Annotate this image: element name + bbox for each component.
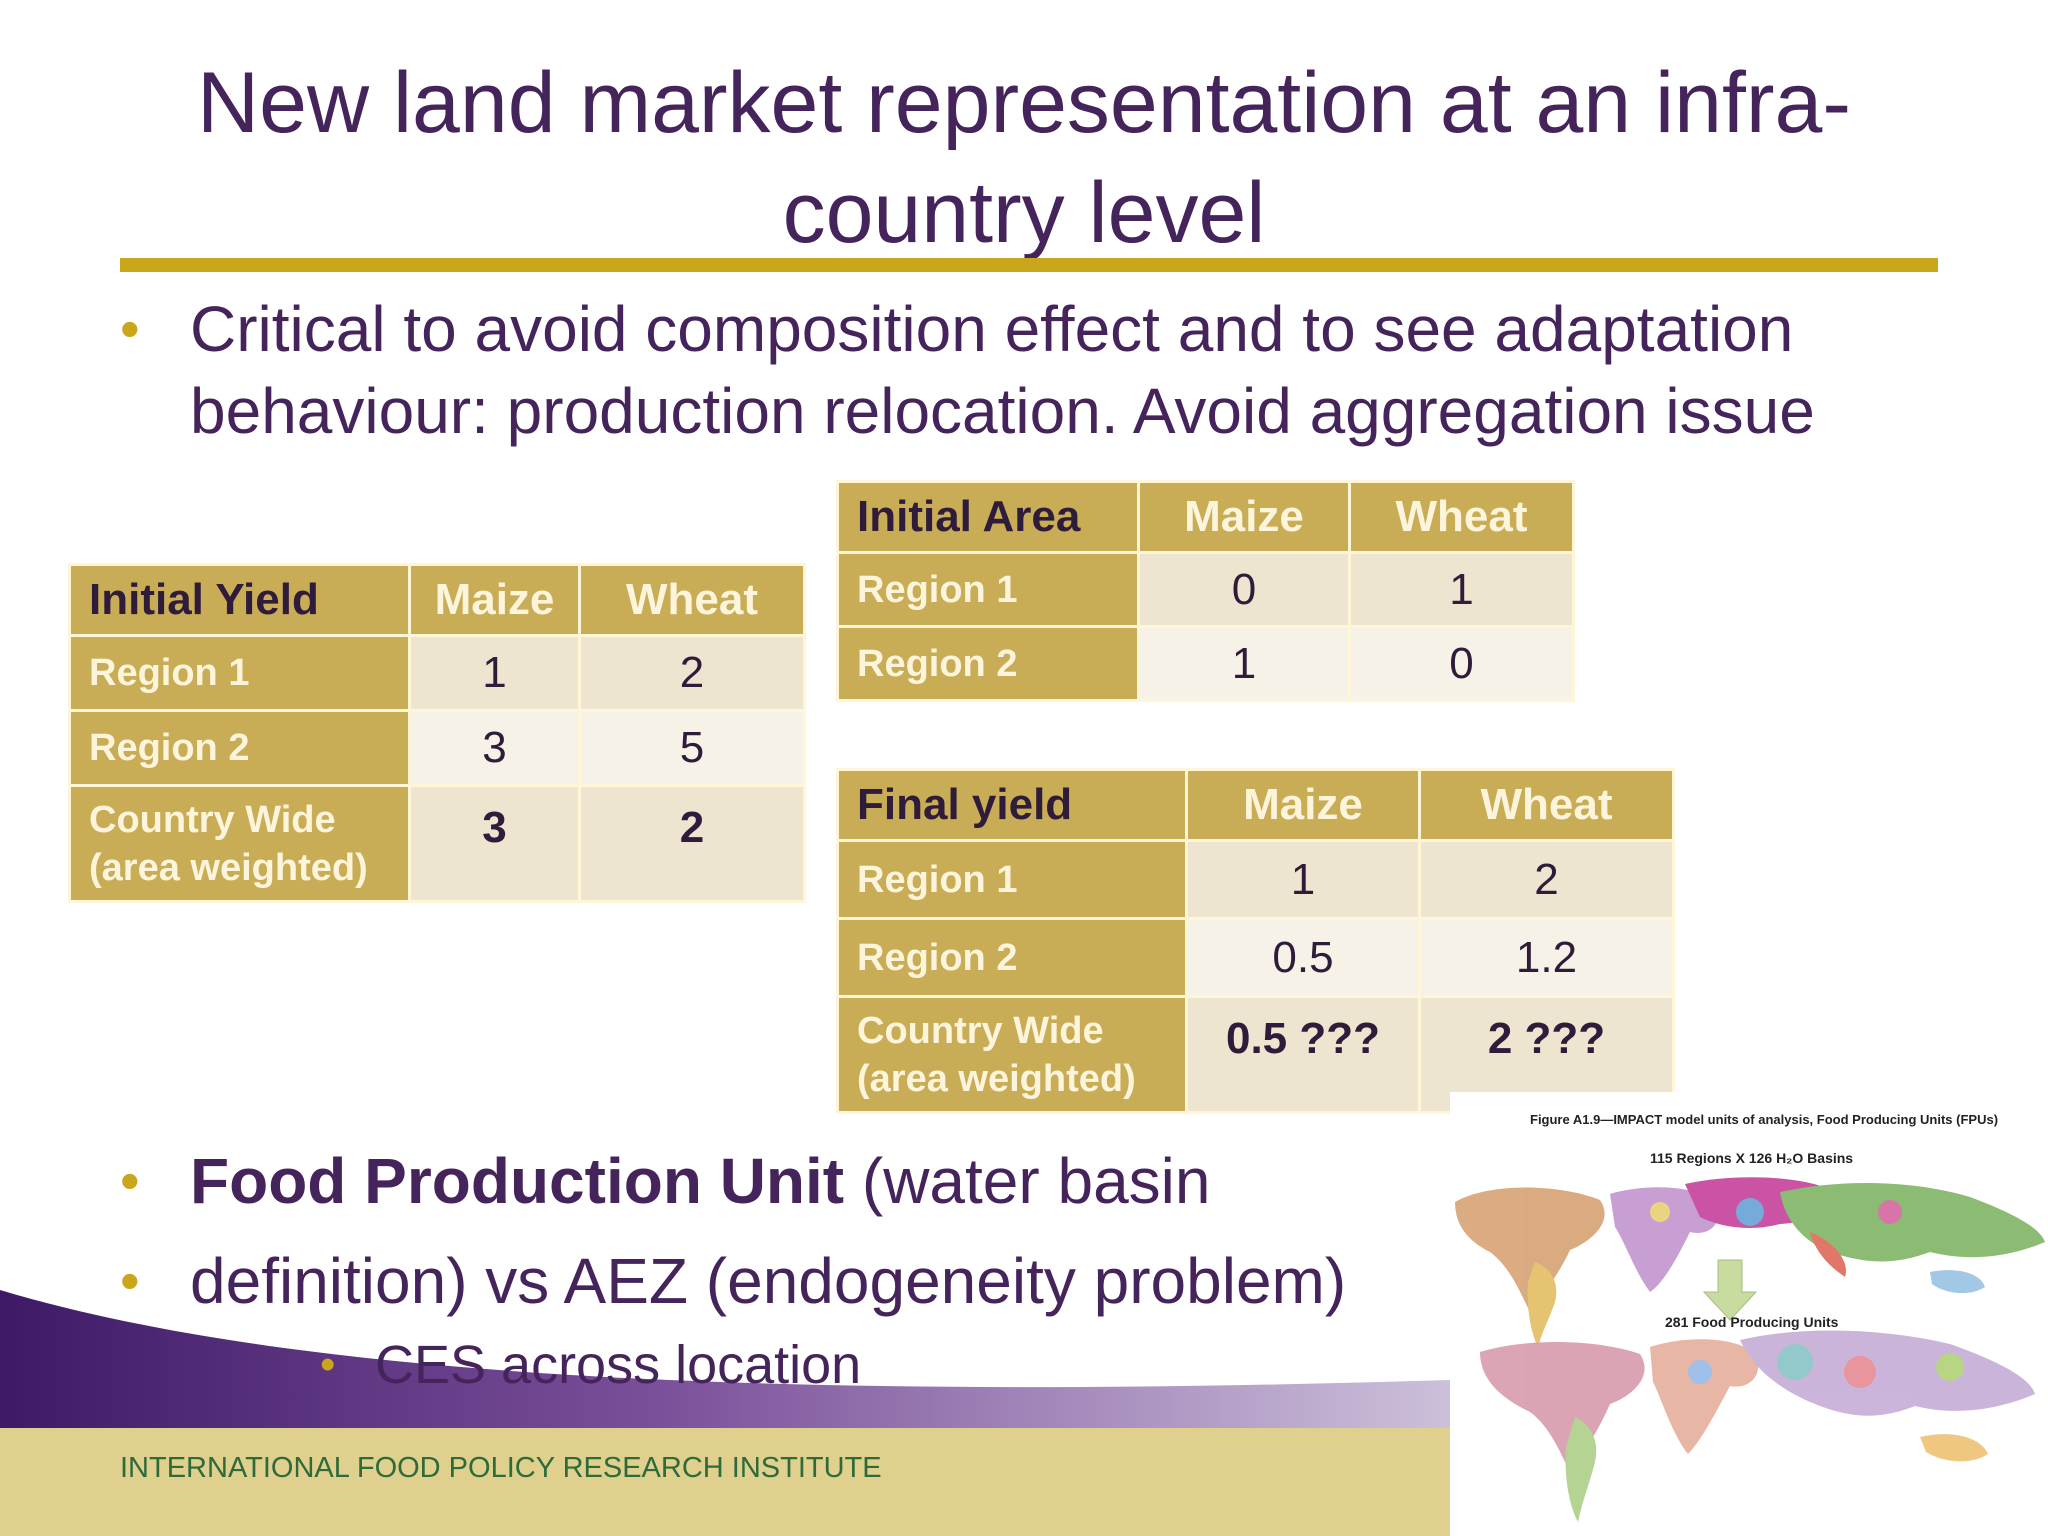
bullet-dot-icon: • xyxy=(120,1149,140,1212)
table-header: Initial Yield xyxy=(68,563,411,637)
figure-bottom-label: 281 Food Producing Units xyxy=(1665,1314,1839,1330)
fpu-bold-text: Food Production Unit xyxy=(190,1145,845,1217)
table-header: Wheat xyxy=(578,563,806,637)
bullet-text: definition) vs AEZ (endogeneity problem) xyxy=(190,1245,1347,1317)
table-header: Maize xyxy=(408,563,581,637)
initial-yield-table: Initial Yield Maize Wheat Region 1 1 2 R… xyxy=(68,563,806,903)
figure-top-label: 115 Regions X 126 H₂O Basins xyxy=(1650,1150,1854,1166)
row-label: Region 1 xyxy=(68,634,411,712)
figure-caption: Figure A1.9—IMPACT model units of analys… xyxy=(1530,1112,1999,1127)
bullet-dot-icon: • xyxy=(120,1249,140,1312)
row-label: Country Wide (area weighted) xyxy=(836,995,1188,1114)
bullet-dot-icon: • xyxy=(320,1340,336,1389)
bullet-aez: • definition) vs AEZ (endogeneity proble… xyxy=(120,1240,1346,1322)
final-yield-table: Final yield Maize Wheat Region 1 1 2 Reg… xyxy=(836,768,1675,1114)
row-label: Region 2 xyxy=(836,917,1188,998)
row-label: Country Wide (area weighted) xyxy=(68,784,411,903)
table-cell: 1 xyxy=(408,634,581,712)
table-header: Maize xyxy=(1137,480,1351,554)
table-header: Initial Area xyxy=(836,480,1140,554)
table-cell: 1 xyxy=(1137,625,1351,702)
row-label: Region 1 xyxy=(836,551,1140,628)
row-label: Region 2 xyxy=(68,709,411,787)
fpu-map-figure: Figure A1.9—IMPACT model units of analys… xyxy=(1450,1092,2048,1536)
table-cell: 0 xyxy=(1137,551,1351,628)
bullet-critical: • Critical to avoid composition effect a… xyxy=(120,288,1920,452)
table-cell: 2 xyxy=(1418,839,1675,920)
decorative-wave xyxy=(0,1290,1450,1430)
world-map-image xyxy=(1455,1177,2045,1522)
table-cell: 3 xyxy=(408,784,581,903)
table-header: Wheat xyxy=(1418,768,1675,842)
fpu-text: (water basin xyxy=(844,1145,1211,1217)
footer-institute: INTERNATIONAL FOOD POLICY RESEARCH INSTI… xyxy=(120,1452,882,1484)
table-cell: 0.5 ??? xyxy=(1185,995,1421,1114)
bullet-dot-icon: • xyxy=(120,297,140,360)
bullet-text: CES across location xyxy=(375,1335,862,1395)
table-cell: 1 xyxy=(1185,839,1421,920)
table-cell: 5 xyxy=(578,709,806,787)
row-label: Region 1 xyxy=(836,839,1188,920)
title-divider xyxy=(120,258,1938,272)
bullet-fpu: • Food Production Unit (water basin xyxy=(120,1140,1210,1222)
table-cell: 0.5 xyxy=(1185,917,1421,998)
slide-title: New land market representation at an inf… xyxy=(197,55,1851,261)
table-header: Final yield xyxy=(836,768,1188,842)
table-cell: 1.2 xyxy=(1418,917,1675,998)
table-header: Wheat xyxy=(1348,480,1575,554)
initial-area-table: Initial Area Maize Wheat Region 1 0 1 Re… xyxy=(836,480,1575,702)
table-cell: 2 xyxy=(578,784,806,903)
table-cell: 1 xyxy=(1348,551,1575,628)
sub-bullet-ces: • CES across location xyxy=(320,1330,861,1400)
table-cell: 2 xyxy=(578,634,806,712)
row-label: Region 2 xyxy=(836,625,1140,702)
bullet-text: Critical to avoid composition effect and… xyxy=(190,293,1815,447)
table-cell: 0 xyxy=(1348,625,1575,702)
table-cell: 3 xyxy=(408,709,581,787)
table-header: Maize xyxy=(1185,768,1421,842)
